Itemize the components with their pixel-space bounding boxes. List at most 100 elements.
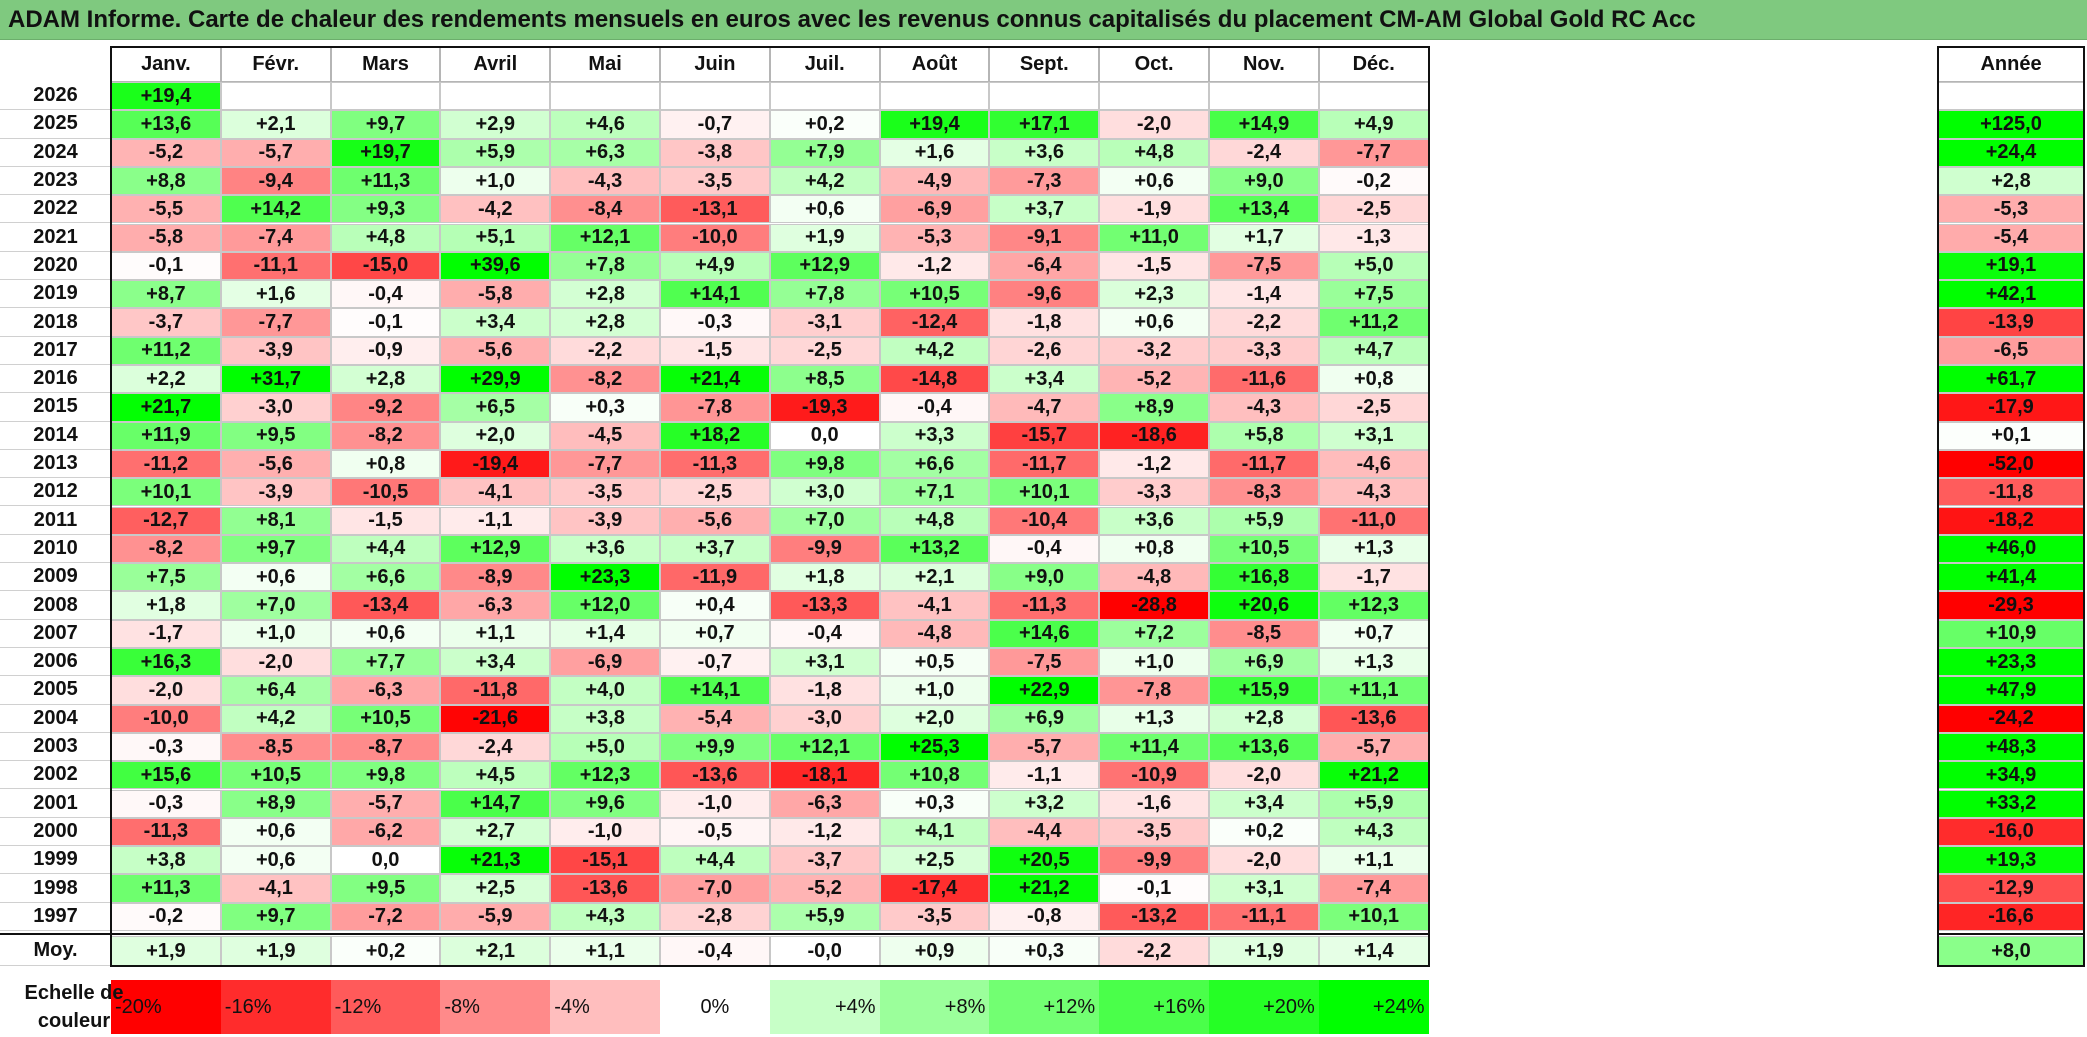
heatmap-cell: +10,5 bbox=[330, 704, 441, 733]
heatmap-cell: -0,4 bbox=[330, 280, 441, 309]
heatmap-cell: -4,2 bbox=[440, 195, 551, 224]
heatmap-cell: -9,4 bbox=[220, 166, 331, 196]
heatmap-cell: -0,3 bbox=[111, 789, 221, 818]
heatmap-cell: +3,4 bbox=[989, 365, 1100, 394]
heatmap-cell: -3,2 bbox=[1099, 336, 1209, 365]
heatmap-cell: +1,6 bbox=[220, 280, 331, 309]
heatmap-cell: +10,5 bbox=[220, 761, 331, 790]
heatmap-cell: +1,3 bbox=[1318, 648, 1429, 677]
heatmap-cell: -6,9 bbox=[550, 648, 660, 677]
month-header: Nov. bbox=[1209, 47, 1319, 82]
annual-cell: +24,4 bbox=[1938, 138, 2084, 167]
heatmap-cell: -4,9 bbox=[879, 166, 990, 196]
heatmap-cell: -3,0 bbox=[769, 704, 880, 733]
heatmap-cell: +3,4 bbox=[440, 308, 551, 337]
heatmap-cell: +1,0 bbox=[440, 166, 551, 196]
heatmap-cell: +9,3 bbox=[330, 195, 441, 224]
heatmap-cell: -5,9 bbox=[440, 902, 551, 931]
heatmap-cell: -11,7 bbox=[989, 449, 1100, 479]
heatmap-cell: +10,1 bbox=[111, 478, 221, 507]
year-label: 2020 bbox=[0, 251, 111, 281]
heatmap-cell: -6,4 bbox=[989, 251, 1100, 281]
heatmap-cell: +15,6 bbox=[111, 761, 221, 790]
annual-cell: +48,3 bbox=[1938, 732, 2084, 762]
heatmap-cell: +0,5 bbox=[879, 648, 990, 677]
heatmap-cell: +21,2 bbox=[1318, 761, 1429, 790]
heatmap-cell: -4,6 bbox=[1318, 449, 1429, 479]
scale-swatch: -8% bbox=[440, 980, 551, 1034]
heatmap-cell: +21,2 bbox=[989, 874, 1100, 903]
average-cell: +2,1 bbox=[440, 936, 551, 966]
heatmap-cell: +2,5 bbox=[440, 874, 551, 903]
scale-swatch: +12% bbox=[989, 980, 1100, 1034]
heatmap-cell: +0,6 bbox=[220, 846, 331, 875]
heatmap-cell: +0,3 bbox=[879, 789, 990, 818]
annual-cell: -16,0 bbox=[1938, 817, 2084, 847]
average-annual-cell: +8,0 bbox=[1938, 936, 2084, 966]
heatmap-cell: +7,7 bbox=[330, 648, 441, 677]
annual-cell: -18,2 bbox=[1938, 506, 2084, 535]
year-label: 1999 bbox=[0, 846, 111, 875]
heatmap-cell: -8,5 bbox=[220, 732, 331, 762]
heatmap-cell: -1,5 bbox=[1099, 251, 1209, 281]
heatmap-cell: +12,1 bbox=[769, 732, 880, 762]
heatmap-cell: +4,3 bbox=[1318, 817, 1429, 847]
heatmap-cell: +7,0 bbox=[769, 506, 880, 535]
heatmap-cell: -11,9 bbox=[660, 563, 770, 592]
heatmap-cell: +21,7 bbox=[111, 393, 221, 422]
heatmap-cell: -2,4 bbox=[1209, 138, 1319, 167]
heatmap-cell: +0,8 bbox=[1318, 365, 1429, 394]
heatmap-cell: -7,8 bbox=[1099, 676, 1209, 705]
heatmap-cell: -13,6 bbox=[1318, 704, 1429, 733]
heatmap-cell: +22,9 bbox=[989, 676, 1100, 705]
heatmap-cell: -1,6 bbox=[1099, 789, 1209, 818]
average-cell: +0,9 bbox=[879, 936, 990, 966]
annual-cell: -16,6 bbox=[1938, 902, 2084, 931]
annual-cell: +41,4 bbox=[1938, 563, 2084, 592]
heatmap-cell: +20,6 bbox=[1209, 591, 1319, 620]
heatmap-cell: +14,7 bbox=[440, 789, 551, 818]
heatmap-cell: +2,5 bbox=[879, 846, 990, 875]
heatmap-cell: -1,8 bbox=[769, 676, 880, 705]
heatmap-cell: -5,8 bbox=[111, 223, 221, 252]
heatmap-cell: +9,0 bbox=[1209, 166, 1319, 196]
year-label: 1997 bbox=[0, 902, 111, 931]
year-label: 2015 bbox=[0, 393, 111, 422]
year-label: 2011 bbox=[0, 506, 111, 535]
annual-cell: +34,9 bbox=[1938, 761, 2084, 790]
average-separator bbox=[0, 933, 1430, 935]
heatmap-cell: -5,7 bbox=[1318, 732, 1429, 762]
heatmap-cell: -0,1 bbox=[330, 308, 441, 337]
heatmap-cell: -3,3 bbox=[1209, 336, 1319, 365]
heatmap-cell: +5,9 bbox=[769, 902, 880, 931]
scale-swatch: -4% bbox=[550, 980, 660, 1034]
year-label: 2010 bbox=[0, 534, 111, 564]
annual-cell: -12,9 bbox=[1938, 874, 2084, 903]
heatmap-cell: +6,6 bbox=[879, 449, 990, 479]
heatmap-cell: -3,9 bbox=[550, 506, 660, 535]
heatmap-cell: +21,4 bbox=[660, 365, 770, 394]
heatmap-cell: +17,1 bbox=[989, 110, 1100, 139]
heatmap-cell: +6,9 bbox=[989, 704, 1100, 733]
month-header: Juin bbox=[660, 47, 770, 82]
annual-cell: -24,2 bbox=[1938, 704, 2084, 733]
average-cell: -0,4 bbox=[660, 936, 770, 966]
heatmap-cell: -19,3 bbox=[769, 393, 880, 422]
heatmap-cell: +21,3 bbox=[440, 846, 551, 875]
heatmap-cell: +11,2 bbox=[111, 336, 221, 365]
year-label: 2000 bbox=[0, 817, 111, 847]
heatmap-cell: +3,4 bbox=[1209, 789, 1319, 818]
heatmap-cell bbox=[220, 82, 331, 111]
heatmap-cell: +1,8 bbox=[111, 591, 221, 620]
heatmap-cell: +11,2 bbox=[1318, 308, 1429, 337]
heatmap-cell: -11,7 bbox=[1209, 449, 1319, 479]
heatmap-cell: +8,5 bbox=[769, 365, 880, 394]
heatmap-cell: +2,0 bbox=[879, 704, 990, 733]
heatmap-cell: -8,2 bbox=[550, 365, 660, 394]
heatmap-cell: -4,3 bbox=[550, 166, 660, 196]
heatmap-cell: +5,0 bbox=[550, 732, 660, 762]
heatmap-cell: +2,1 bbox=[220, 110, 331, 139]
heatmap-cell: -11,8 bbox=[440, 676, 551, 705]
heatmap-cell: -1,7 bbox=[111, 619, 221, 648]
heatmap-cell: +5,9 bbox=[1209, 506, 1319, 535]
